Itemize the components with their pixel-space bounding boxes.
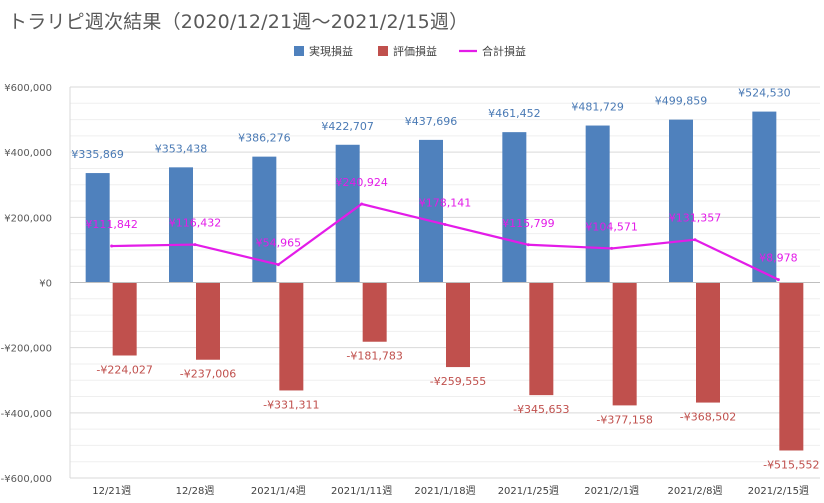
data-label-total: ¥104,571	[585, 220, 638, 233]
x-tick-label: 2021/1/4週	[251, 485, 306, 497]
legend-swatch-realized	[294, 46, 304, 56]
data-label-total: ¥131,357	[669, 212, 722, 225]
total-point	[443, 222, 447, 226]
y-tick-label: ¥200,000	[4, 213, 52, 224]
legend-label-realized: 実現損益	[309, 44, 353, 58]
data-label-unrealized: -¥259,555	[430, 375, 486, 388]
data-label-unrealized: -¥345,653	[513, 403, 569, 416]
data-label-unrealized: -¥377,158	[596, 413, 652, 426]
legend-label-total: 合計損益	[482, 44, 526, 58]
total-point	[276, 263, 280, 267]
bar-realized	[585, 125, 610, 283]
x-tick-label: 2021/1/25週	[498, 485, 559, 497]
x-tick-label: 12/28週	[176, 485, 215, 497]
x-tick-label: 2021/2/1週	[584, 485, 639, 497]
bar-realized	[752, 111, 777, 283]
total-point	[193, 243, 197, 247]
data-label-realized: ¥437,696	[405, 115, 458, 128]
data-label-unrealized: -¥224,027	[96, 363, 152, 376]
total-point	[693, 238, 697, 242]
bars-layer	[85, 111, 804, 451]
bar-unrealized	[196, 282, 220, 360]
x-tick-label: 2021/1/18週	[414, 485, 475, 497]
data-label-unrealized: -¥181,783	[346, 350, 402, 363]
data-label-unrealized: -¥515,552	[763, 458, 819, 471]
total-point	[526, 243, 530, 247]
x-tick-label: 2021/2/15週	[748, 485, 809, 497]
data-label-realized: ¥499,859	[655, 95, 708, 108]
data-label-total: ¥116,432	[169, 217, 222, 230]
bar-unrealized	[279, 282, 304, 391]
y-tick-label: -¥200,000	[1, 344, 52, 355]
total-point	[776, 278, 780, 282]
data-label-realized: ¥386,276	[238, 132, 291, 145]
chart-title: トラリピ週次結果（2020/12/21週〜2021/2/15週）	[8, 11, 469, 33]
y-tick-label: ¥400,000	[4, 148, 52, 159]
bar-realized	[502, 132, 527, 283]
data-label-realized: ¥353,438	[155, 142, 208, 155]
x-tick-label: 12/21週	[92, 485, 131, 497]
bar-unrealized	[612, 282, 637, 406]
legend: 実現損益 評価損益 合計損益	[294, 44, 526, 58]
bar-realized	[419, 139, 443, 283]
y-tick-label: ¥600,000	[4, 83, 52, 94]
bar-realized	[252, 156, 277, 283]
y-tick-label: ¥0	[39, 279, 52, 290]
data-label-total: ¥240,924	[335, 176, 388, 189]
data-label-realized: ¥461,452	[488, 107, 541, 120]
bar-unrealized	[779, 282, 804, 451]
line-layer	[110, 202, 780, 282]
legend-swatch-unrealized	[378, 46, 388, 56]
bar-unrealized	[529, 282, 554, 396]
bar-unrealized	[446, 282, 470, 368]
bar-realized	[669, 119, 693, 283]
data-label-realized: ¥524,530	[738, 87, 791, 100]
axis-layer: ¥600,000 ¥400,000 ¥200,000 ¥0 -¥200,000 -¥400…	[1, 83, 820, 497]
data-label-unrealized: -¥331,311	[263, 398, 319, 411]
data-label-total: ¥54,965	[256, 237, 302, 250]
legend-label-unrealized: 評価損益	[393, 44, 437, 58]
data-label-realized: ¥335,869	[71, 148, 124, 161]
total-point	[610, 246, 614, 250]
bar-realized	[169, 167, 193, 283]
total-point	[360, 202, 364, 206]
bar-unrealized	[362, 282, 387, 342]
data-label-total: ¥115,799	[502, 217, 555, 230]
x-tick-label: 2021/1/11週	[331, 485, 392, 497]
data-label-unrealized: -¥237,006	[180, 368, 236, 381]
data-label-total: ¥111,842	[85, 218, 138, 231]
data-label-total: ¥8,978	[759, 252, 798, 265]
data-label-realized: ¥422,707	[321, 120, 374, 133]
x-tick-label: 2021/2/8週	[668, 485, 723, 497]
data-label-unrealized: -¥368,502	[680, 411, 736, 424]
bar-realized	[85, 173, 110, 283]
labels-layer: ¥335,869 -¥224,027 ¥111,842 ¥353,438 -¥237,0…	[71, 87, 819, 472]
total-point	[110, 244, 114, 248]
y-tick-label: -¥400,000	[1, 409, 52, 420]
data-label-total: ¥178,141	[419, 196, 472, 209]
y-tick-label: -¥600,000	[1, 474, 52, 485]
bar-unrealized	[112, 282, 137, 356]
bar-unrealized	[696, 282, 720, 403]
data-label-realized: ¥481,729	[571, 101, 624, 114]
